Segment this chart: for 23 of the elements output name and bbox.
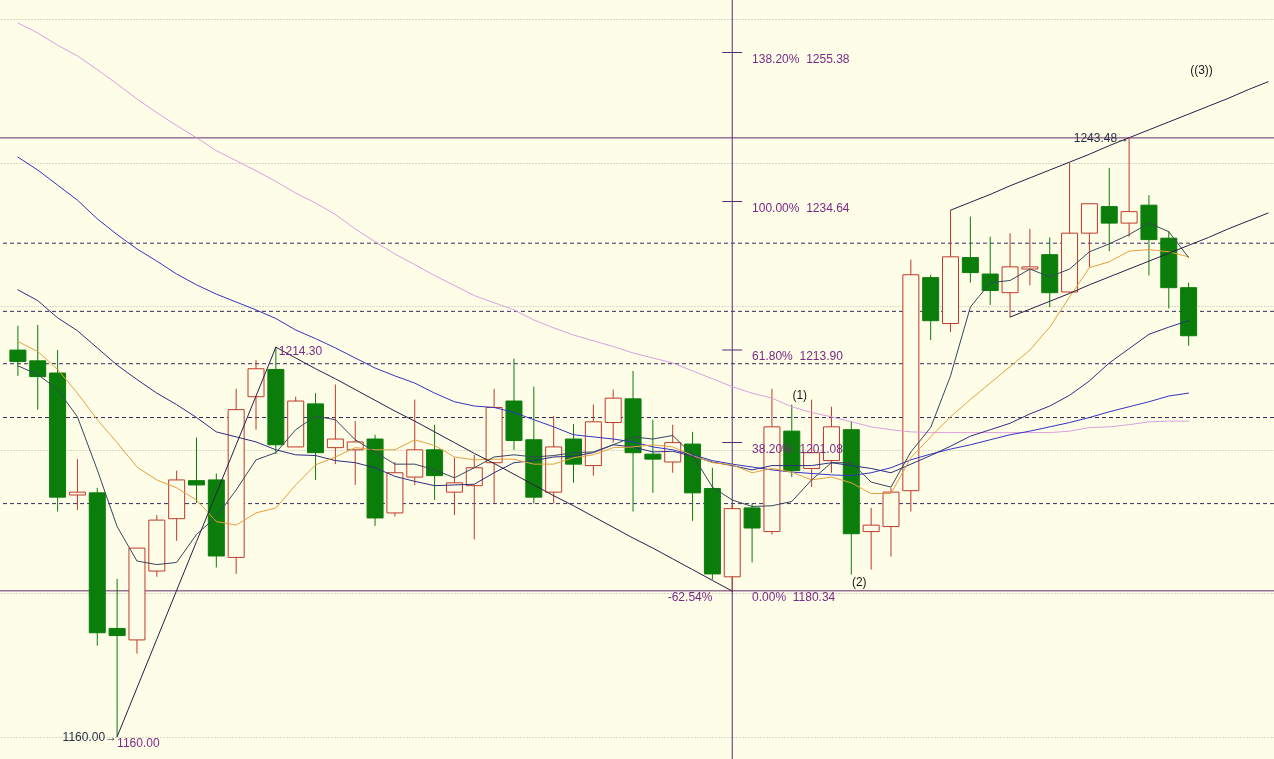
annotation: 138.20% 1255.38 — [752, 51, 850, 66]
candlestick — [326, 384, 344, 465]
candlestick — [68, 458, 86, 511]
candlestick — [981, 236, 999, 306]
annotation: 1160.00→ — [62, 730, 118, 744]
candlestick — [29, 324, 47, 411]
candlestick — [9, 325, 27, 377]
annotation: 61.80% 1213.90 — [752, 349, 844, 363]
annotation: 100.00% 1234.64 — [752, 200, 850, 215]
candlestick — [1100, 167, 1118, 252]
candlestick — [862, 507, 880, 571]
candlestick — [743, 503, 761, 563]
annotation: (1) — [792, 388, 808, 402]
annotation: -62.54% — [667, 589, 713, 604]
annotation: 0.00% 1180.34 — [752, 589, 836, 604]
candlestick — [187, 437, 205, 504]
annotation: 1160.00 — [117, 736, 160, 750]
candlestick — [644, 419, 662, 494]
annotation: (2) — [851, 575, 867, 589]
candlestick — [1021, 228, 1039, 287]
annotation: 1214.30 — [278, 344, 323, 358]
candlestick — [961, 216, 979, 284]
annotation: ((3)) — [1190, 63, 1213, 77]
